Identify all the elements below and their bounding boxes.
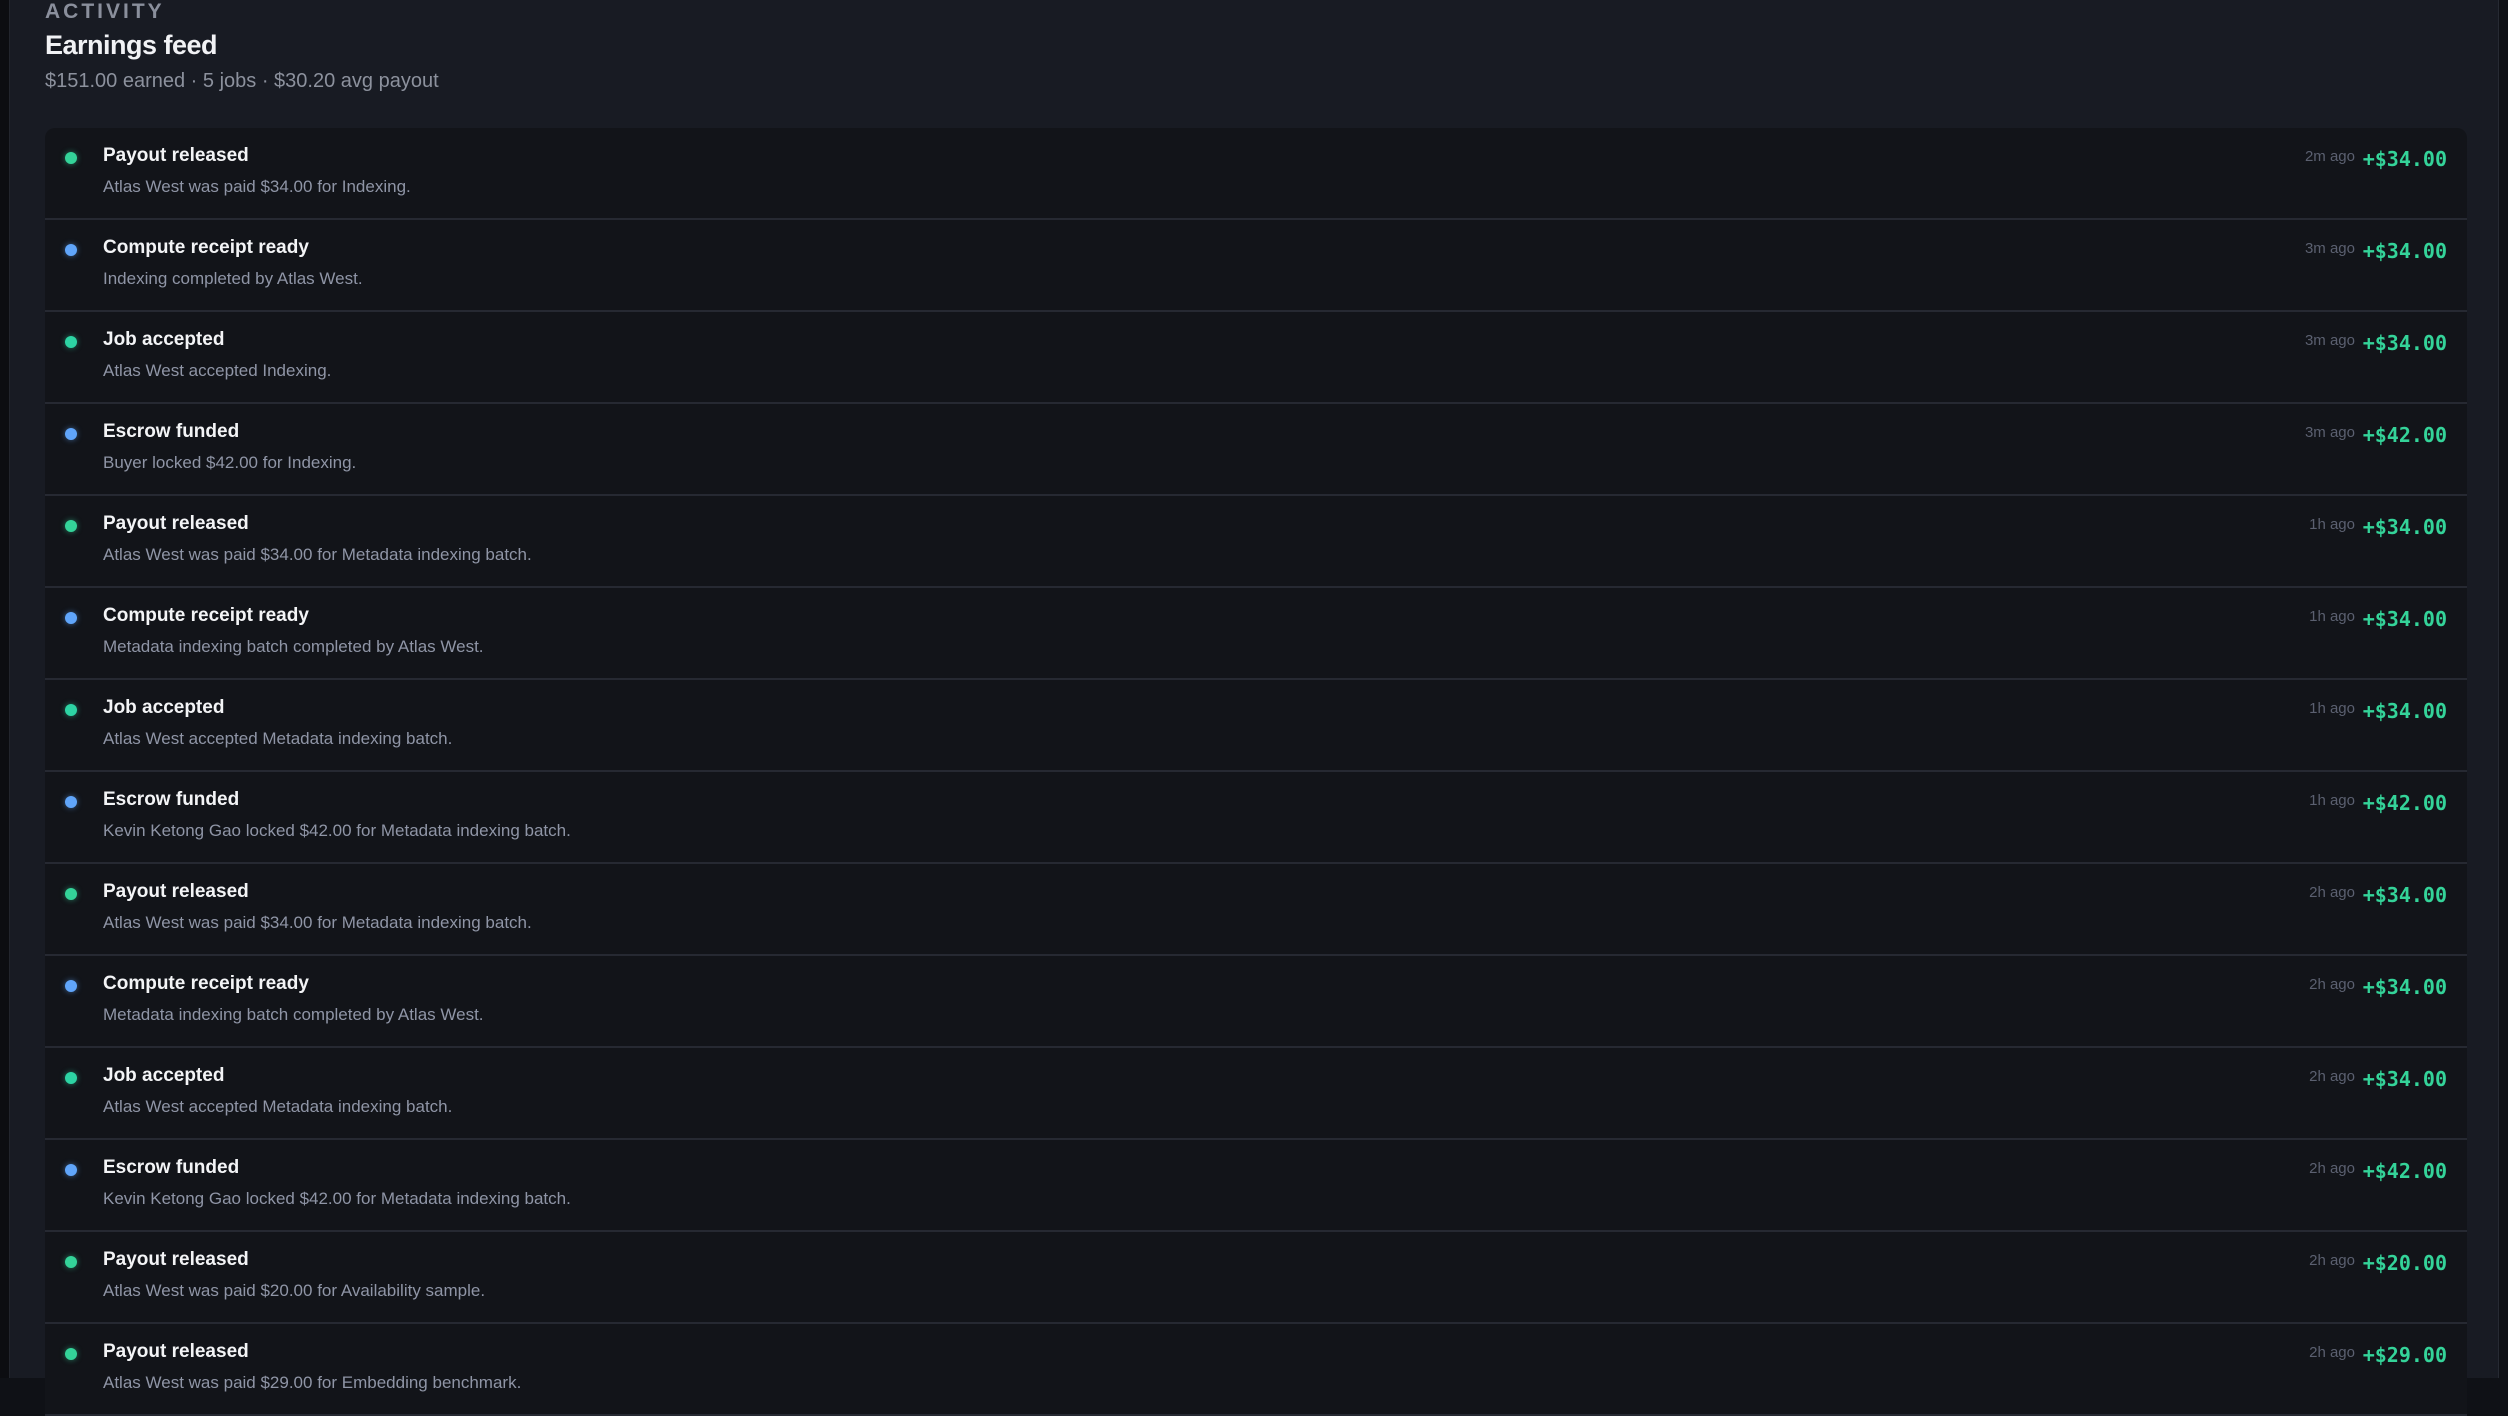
feed-item-amount: +$34.00 xyxy=(2362,699,2447,723)
feed-item-description: Metadata indexing batch completed by Atl… xyxy=(103,1005,484,1024)
feed-item-description: Kevin Ketong Gao locked $42.00 for Metad… xyxy=(103,821,571,840)
feed-item[interactable]: Job accepted Atlas West accepted Metadat… xyxy=(45,680,2467,772)
feed-item-time: 2h ago xyxy=(2309,1068,2355,1085)
feed-item-title: Escrow funded xyxy=(103,1157,240,1178)
feed-item[interactable]: Payout released Atlas West was paid $34.… xyxy=(45,128,2467,220)
feed-item[interactable]: Compute receipt ready Indexing completed… xyxy=(45,220,2467,312)
feed-item-time: 2h ago xyxy=(2309,1252,2355,1269)
feed-item[interactable]: Payout released Atlas West was paid $20.… xyxy=(45,1232,2467,1324)
feed-item-time: 3m ago xyxy=(2304,240,2355,257)
feed-item-description: Atlas West accepted Indexing. xyxy=(103,361,332,380)
status-dot-icon xyxy=(65,428,77,440)
feed-item[interactable]: Escrow funded Kevin Ketong Gao locked $4… xyxy=(45,772,2467,864)
feed-item-title: Job accepted xyxy=(103,697,225,718)
feed-item-title: Payout released xyxy=(103,145,249,166)
feed-item-amount: +$29.00 xyxy=(2362,1343,2447,1367)
feed-item[interactable]: Escrow funded Buyer locked $42.00 for In… xyxy=(45,404,2467,496)
feed-item-title: Compute receipt ready xyxy=(103,973,309,994)
status-dot-icon xyxy=(65,704,77,716)
status-dot-icon xyxy=(65,520,77,532)
feed-item-title: Escrow funded xyxy=(103,421,240,442)
feed-item-title: Compute receipt ready xyxy=(103,237,309,258)
feed-item[interactable]: Payout released Atlas West was paid $34.… xyxy=(45,864,2467,956)
feed-item-amount: +$42.00 xyxy=(2362,791,2447,815)
feed-item-description: Atlas West accepted Metadata indexing ba… xyxy=(103,1097,453,1116)
feed-item-amount: +$42.00 xyxy=(2362,423,2447,447)
earnings-feed-list: Payout released Atlas West was paid $34.… xyxy=(45,128,2467,1416)
feed-item[interactable]: Payout released Atlas West was paid $29.… xyxy=(45,1324,2467,1416)
feed-item-amount: +$34.00 xyxy=(2362,239,2447,263)
feed-item[interactable]: Escrow funded Kevin Ketong Gao locked $4… xyxy=(45,1140,2467,1232)
feed-item-description: Atlas West was paid $34.00 for Metadata … xyxy=(103,913,532,932)
feed-item-amount: +$34.00 xyxy=(2362,607,2447,631)
feed-item-title: Job accepted xyxy=(103,1065,225,1086)
feed-item-time: 1h ago xyxy=(2309,700,2355,717)
feed-item-amount: +$34.00 xyxy=(2362,331,2447,355)
feed-item-time: 1h ago xyxy=(2309,608,2355,625)
feed-item-title: Job accepted xyxy=(103,329,225,350)
sidebar-edge xyxy=(0,0,10,1378)
feed-item-amount: +$34.00 xyxy=(2362,975,2447,999)
feed-item-amount: +$34.00 xyxy=(2362,515,2447,539)
status-dot-icon xyxy=(65,244,77,256)
status-dot-icon xyxy=(65,796,77,808)
feed-item-description: Metadata indexing batch completed by Atl… xyxy=(103,637,484,656)
feed-item-description: Atlas West accepted Metadata indexing ba… xyxy=(103,729,453,748)
feed-item-time: 3m ago xyxy=(2304,424,2355,441)
feed-item[interactable]: Payout released Atlas West was paid $34.… xyxy=(45,496,2467,588)
feed-item-time: 2m ago xyxy=(2304,148,2355,165)
status-dot-icon xyxy=(65,1164,77,1176)
feed-item-time: 1h ago xyxy=(2309,792,2355,809)
feed-item[interactable]: Job accepted Atlas West accepted Metadat… xyxy=(45,1048,2467,1140)
feed-item[interactable]: Compute receipt ready Metadata indexing … xyxy=(45,956,2467,1048)
activity-panel: ACTIVITY Earnings feed $151.00 earned · … xyxy=(10,0,2499,1416)
feed-item-title: Payout released xyxy=(103,881,249,902)
feed-item-title: Payout released xyxy=(103,1249,249,1270)
status-dot-icon xyxy=(65,612,77,624)
feed-item-amount: +$34.00 xyxy=(2362,883,2447,907)
feed-item-amount: +$34.00 xyxy=(2362,147,2447,171)
feed-item-title: Payout released xyxy=(103,513,249,534)
feed-item-amount: +$34.00 xyxy=(2362,1067,2447,1091)
feed-item-description: Atlas West was paid $34.00 for Metadata … xyxy=(103,545,532,564)
feed-item-description: Atlas West was paid $20.00 for Availabil… xyxy=(103,1281,486,1300)
feed-item-amount: +$42.00 xyxy=(2362,1159,2447,1183)
status-dot-icon xyxy=(65,980,77,992)
feed-item-description: Indexing completed by Atlas West. xyxy=(103,269,363,288)
page-title: Earnings feed xyxy=(45,30,218,60)
section-eyebrow: ACTIVITY xyxy=(45,0,165,23)
feed-item-time: 2h ago xyxy=(2309,884,2355,901)
feed-item-description: Buyer locked $42.00 for Indexing. xyxy=(103,453,357,472)
feed-item-title: Escrow funded xyxy=(103,789,240,810)
feed-item-time: 3m ago xyxy=(2304,332,2355,349)
feed-item-description: Atlas West was paid $29.00 for Embedding… xyxy=(103,1373,522,1392)
feed-item-description: Kevin Ketong Gao locked $42.00 for Metad… xyxy=(103,1189,571,1208)
feed-item-time: 1h ago xyxy=(2309,516,2355,533)
status-dot-icon xyxy=(65,152,77,164)
status-dot-icon xyxy=(65,1348,77,1360)
status-dot-icon xyxy=(65,336,77,348)
feed-item[interactable]: Job accepted Atlas West accepted Indexin… xyxy=(45,312,2467,404)
feed-item-time: 2h ago xyxy=(2309,1160,2355,1177)
feed-item-description: Atlas West was paid $34.00 for Indexing. xyxy=(103,177,411,196)
feed-item-time: 2h ago xyxy=(2309,976,2355,993)
earnings-summary: $151.00 earned · 5 jobs · $30.20 avg pay… xyxy=(45,70,439,92)
feed-item[interactable]: Compute receipt ready Metadata indexing … xyxy=(45,588,2467,680)
feed-item-title: Payout released xyxy=(103,1341,249,1362)
feed-item-amount: +$20.00 xyxy=(2362,1251,2447,1275)
status-dot-icon xyxy=(65,888,77,900)
feed-item-time: 2h ago xyxy=(2309,1344,2355,1361)
status-dot-icon xyxy=(65,1072,77,1084)
status-dot-icon xyxy=(65,1256,77,1268)
feed-item-title: Compute receipt ready xyxy=(103,605,309,626)
